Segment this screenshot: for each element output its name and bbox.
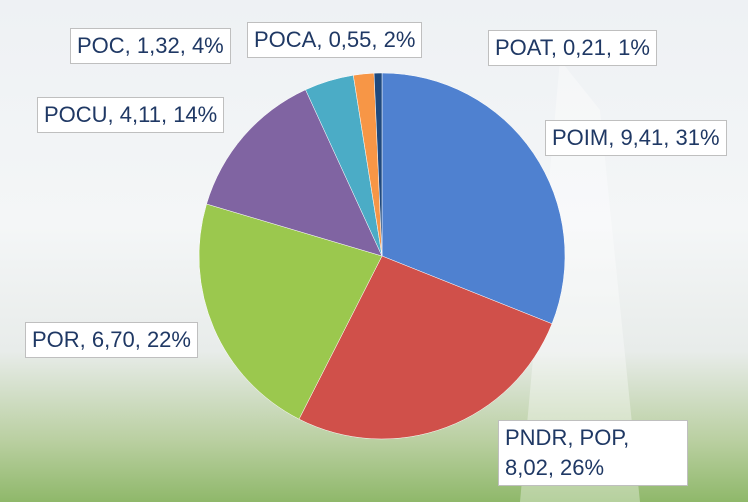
data-label: POIM, 9,41, 31% [545, 120, 727, 156]
data-label: POCA, 0,55, 2% [247, 22, 423, 58]
pie-slice [206, 89, 383, 257]
pie-slice [198, 203, 383, 420]
pie-slice [381, 72, 566, 325]
data-label: POAT, 0,21, 1% [488, 30, 657, 66]
data-label: PNDR, POP, 8,02, 26% [498, 420, 688, 486]
data-label: POCU, 4,11, 14% [37, 97, 225, 133]
data-label: POR, 6,70, 22% [25, 322, 198, 358]
pie-slice [298, 255, 553, 440]
background-shape [520, 60, 640, 502]
data-label: POC, 1,32, 4% [70, 28, 231, 64]
pie-slice [373, 72, 383, 257]
